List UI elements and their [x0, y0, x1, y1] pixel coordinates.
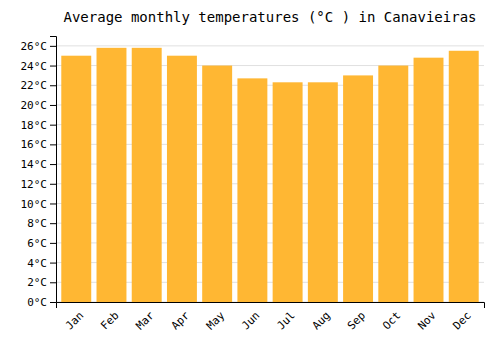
y-tick-label: 22°C	[21, 79, 48, 92]
y-tick-label: 16°C	[21, 138, 48, 151]
bar	[414, 58, 444, 302]
x-tick-label: Jan	[63, 309, 86, 332]
y-tick: 12°C	[21, 178, 57, 191]
y-tick: 20°C	[21, 99, 57, 112]
x-tick-label: Jul	[274, 309, 297, 332]
x-tick-label: Apr	[169, 309, 193, 333]
bar	[97, 48, 127, 302]
y-tick: 22°C	[21, 79, 57, 92]
chart: 0°C 2°C 4°C 6°C 8°C 10°C 12°C 14°C 16°C 18°C 20°C 2…	[0, 0, 500, 350]
y-tick-label: 8°C	[27, 217, 47, 230]
x-tick: Feb	[98, 309, 121, 332]
x-tick: Aug	[310, 309, 333, 332]
y-tick-mark	[50, 203, 56, 204]
y-tick-mark	[50, 144, 56, 145]
y-tick-mark	[50, 282, 56, 283]
bar	[202, 66, 232, 302]
bar	[273, 82, 303, 302]
x-tick: Oct	[380, 309, 403, 332]
x-tick: Sep	[345, 309, 368, 332]
y-tick-label: 20°C	[21, 99, 48, 112]
plot: 0°C 2°C 4°C 6°C 8°C 10°C 12°C 14°C 16°C 18°C 20°C 2…	[21, 37, 485, 333]
y-tick: 26°C	[21, 40, 57, 53]
x-axis: Jan Feb Mar Apr May Jun Jul Aug Sep Oct Nov Dec	[57, 303, 485, 333]
y-tick-mark	[50, 184, 56, 185]
x-tick: Mar	[134, 309, 158, 333]
y-tick-mark	[50, 46, 56, 47]
y-tick-mark	[50, 66, 56, 67]
y-tick-label: 24°C	[21, 60, 48, 73]
x-tick-label: Feb	[98, 309, 121, 332]
y-tick: 0°C	[27, 296, 56, 309]
bar	[378, 66, 408, 302]
y-tick: 14°C	[21, 158, 57, 171]
y-tick-label: 18°C	[21, 119, 48, 132]
x-tick-label: Mar	[134, 309, 158, 333]
x-tick: Jul	[274, 309, 297, 332]
x-tick-label: Nov	[415, 309, 439, 333]
x-tick-label: Aug	[310, 309, 333, 332]
bar	[237, 78, 267, 302]
y-tick: 18°C	[21, 119, 57, 132]
y-tick: 24°C	[21, 60, 57, 73]
x-tick-label: May	[204, 309, 228, 333]
y-tick-label: 2°C	[27, 276, 47, 289]
x-axis-line	[57, 303, 485, 309]
x-tick: May	[204, 309, 228, 333]
y-tick: 10°C	[21, 198, 57, 211]
x-tick: Nov	[415, 309, 439, 333]
x-tick-label: Jun	[239, 309, 262, 332]
x-tick: Apr	[169, 309, 193, 333]
y-tick-mark	[50, 243, 56, 244]
grid	[56, 46, 484, 302]
y-axis-line	[50, 37, 57, 303]
x-tick: Jan	[63, 309, 86, 332]
x-tick: Jun	[239, 309, 262, 332]
y-tick: 6°C	[27, 237, 56, 250]
y-tick-mark	[50, 263, 56, 264]
title: Average monthly temperatures (°C ) in Ca…	[63, 9, 476, 25]
x-tick-label: Sep	[345, 309, 368, 332]
y-tick: 16°C	[21, 138, 57, 151]
y-tick-label: 6°C	[27, 237, 47, 250]
x-tick: Dec	[451, 309, 474, 332]
bar	[449, 51, 479, 302]
y-axis: 0°C 2°C 4°C 6°C 8°C 10°C 12°C 14°C 16°C 18°C 20°C 2…	[21, 37, 57, 310]
y-tick: 2°C	[27, 276, 56, 289]
x-tick-label: Dec	[451, 309, 474, 332]
y-tick-label: 26°C	[21, 40, 48, 53]
y-tick-label: 14°C	[21, 158, 48, 171]
bars	[61, 48, 478, 302]
bar	[167, 56, 197, 302]
y-tick-mark	[50, 105, 56, 106]
y-tick-mark	[50, 164, 56, 165]
bar	[132, 48, 162, 302]
x-tick-label: Oct	[380, 309, 403, 332]
grid-line	[56, 45, 484, 46]
y-tick-label: 12°C	[21, 178, 48, 191]
y-tick-label: 10°C	[21, 198, 48, 211]
y-tick-mark	[50, 223, 56, 224]
bar	[308, 82, 338, 302]
bar	[61, 56, 91, 302]
y-tick-label: 0°C	[27, 296, 47, 309]
y-tick-mark	[50, 302, 56, 303]
y-tick: 4°C	[27, 257, 56, 270]
y-tick: 8°C	[27, 217, 56, 230]
bar	[343, 75, 373, 302]
y-tick-label: 4°C	[27, 257, 47, 270]
y-tick-mark	[50, 125, 56, 126]
y-tick-mark	[50, 85, 56, 86]
